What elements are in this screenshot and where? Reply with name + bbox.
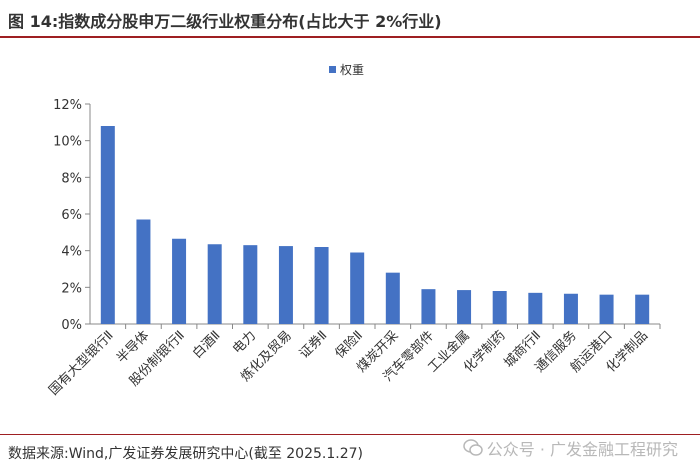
y-tick-label: 10% [53,135,82,150]
y-tick-label: 12% [53,98,82,113]
source-note: 数据来源:Wind,广发证券发展研究中心(截至 2025.1.27) [8,446,363,462]
bar [172,238,187,324]
bar [563,293,578,324]
wechat-icon [462,439,483,457]
bar [599,294,614,324]
y-tick-label: 6% [61,208,82,223]
x-tick-label: 电力 [230,328,259,357]
y-tick-label: 2% [61,281,82,296]
bar [207,244,222,324]
x-tick-label: 白酒Ⅱ [189,328,223,362]
bar [421,289,436,324]
bar [492,291,507,324]
x-tick-label: 证券Ⅱ [296,328,330,362]
source-divider [0,434,700,435]
x-tick-label: 国有大型银行Ⅱ [46,328,116,398]
bar [528,292,543,324]
title-bar: 图 14:指数成分股申万二级行业权重分布(占比大于 2%行业) [0,0,700,38]
y-tick-label: 8% [61,171,82,186]
bar [100,126,115,324]
bar [278,246,293,324]
bar [385,272,400,324]
bar [136,219,151,324]
bar [350,252,365,324]
y-tick-label: 4% [61,245,82,260]
bar [635,294,650,324]
bar [243,245,258,324]
watermark-text: 公众号 · 广发金融工程研究 [486,440,678,459]
y-tick-label: 0% [61,318,82,333]
title-divider [0,36,700,38]
legend-swatch [329,66,336,73]
watermark: 公众号 · 广发金融工程研究 [462,436,678,460]
figure-title: 图 14:指数成分股申万二级行业权重分布(占比大于 2%行业) [8,12,442,31]
bar [457,290,472,324]
legend-label: 权重 [340,63,364,77]
bar [314,247,329,324]
x-tick-label: 保险Ⅱ [332,328,366,362]
